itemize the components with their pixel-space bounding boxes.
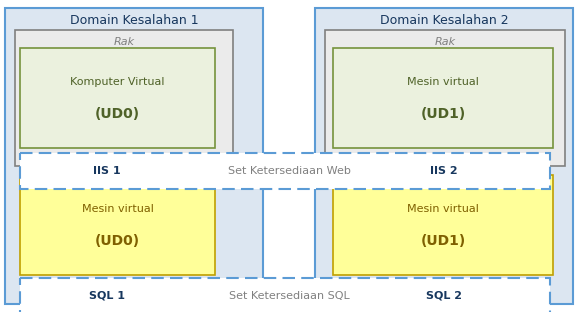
Text: Domain Kesalahan 1: Domain Kesalahan 1 [70,13,198,27]
Bar [20,278,550,312]
Text: Set Ketersediaan SQL: Set Ketersediaan SQL [229,291,349,301]
Text: SQL 2: SQL 2 [426,291,462,301]
Text: IIS 2: IIS 2 [430,166,458,176]
Text: (UD0): (UD0) [95,107,140,121]
Text: Domain Kesalahan 2: Domain Kesalahan 2 [380,13,508,27]
Bar [325,30,565,166]
Text: Mesin virtual: Mesin virtual [407,204,479,214]
Text: Mesin virtual: Mesin virtual [407,77,479,87]
Bar [20,48,215,148]
Text: Rak: Rak [113,37,135,47]
Text: IIS 1: IIS 1 [93,166,121,176]
Bar [5,8,263,304]
Bar [333,175,553,275]
Text: (UD0): (UD0) [95,234,140,248]
Text: Komputer Virtual: Komputer Virtual [71,77,165,87]
Bar [15,30,233,166]
Text: (UD1): (UD1) [420,107,466,121]
Bar [20,175,215,275]
Bar [20,153,550,189]
Text: Rak: Rak [435,37,455,47]
Text: Mesin virtual: Mesin virtual [81,204,153,214]
Text: SQL 1: SQL 1 [89,291,125,301]
Text: Set Ketersediaan Web: Set Ketersediaan Web [228,166,350,176]
Bar [333,48,553,148]
Text: (UD1): (UD1) [420,234,466,248]
Bar [315,8,573,304]
